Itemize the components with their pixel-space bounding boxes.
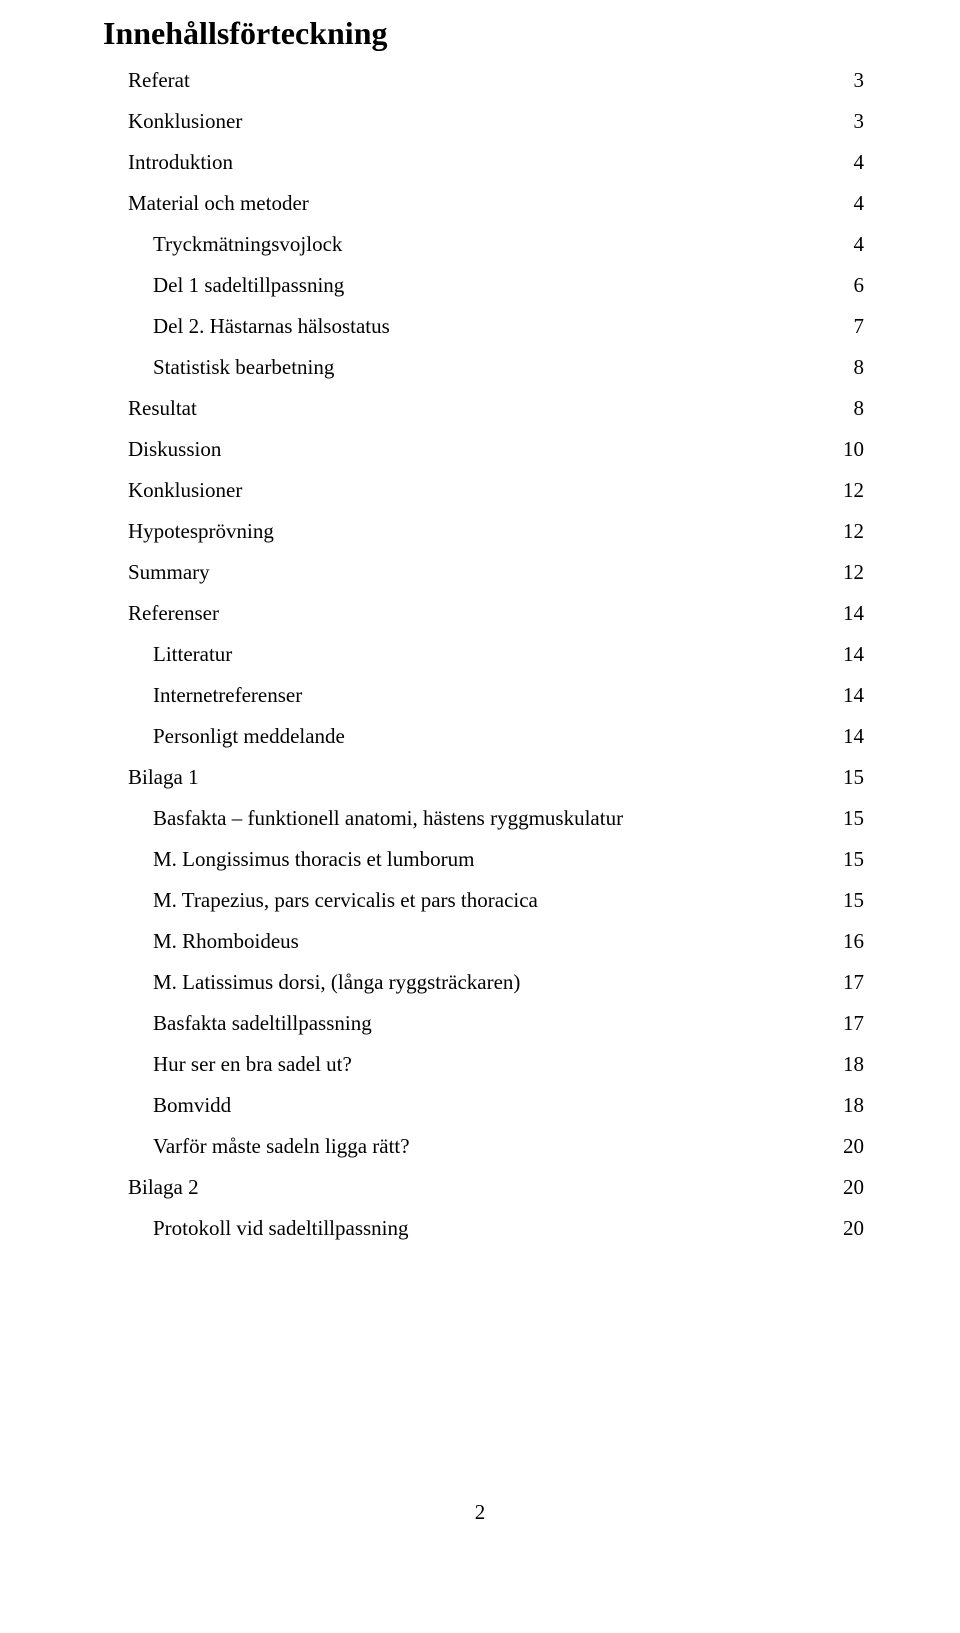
toc-entry-page: 14: [843, 726, 864, 747]
toc-entry-page: 3: [854, 111, 865, 132]
toc-entry-page: 17: [843, 972, 864, 993]
toc-entry-label: Tryckmätningsvojlock: [153, 234, 342, 255]
toc-entry-label: Del 2. Hästarnas hälsostatus: [153, 316, 390, 337]
page-container: Innehållsförteckning Referat3Konklusione…: [0, 0, 960, 1239]
toc-entry-label: M. Trapezius, pars cervicalis et pars th…: [153, 890, 538, 911]
toc-entry: Konklusioner 12: [103, 480, 864, 501]
toc-entry-page: 4: [854, 234, 865, 255]
toc-entry: Basfakta sadeltillpassning 17: [103, 1013, 864, 1034]
toc-entry-label: Personligt meddelande: [153, 726, 345, 747]
page-number: 2: [0, 1500, 960, 1525]
toc-entry-page: 15: [843, 767, 864, 788]
toc-entry-label: Bomvidd: [153, 1095, 231, 1116]
toc-entry: Internetreferenser 14: [103, 685, 864, 706]
toc-entry: Tryckmätningsvojlock 4: [103, 234, 864, 255]
toc-entry-page: 16: [843, 931, 864, 952]
toc-entry-page: 15: [843, 890, 864, 911]
toc-entry: Protokoll vid sadeltillpassning 20: [103, 1218, 864, 1239]
toc-entry-label: Bilaga 1: [128, 767, 199, 788]
toc-entry: Konklusioner 3: [103, 111, 864, 132]
toc-entry-label: Introduktion: [128, 152, 233, 173]
toc-entry-page: 17: [843, 1013, 864, 1034]
toc-entry: Bilaga 2 20: [103, 1177, 864, 1198]
toc-entry-label: Resultat: [128, 398, 197, 419]
toc-entry: Resultat 8: [103, 398, 864, 419]
toc-entry: Hypotesprövning 12: [103, 521, 864, 542]
toc-entry-page: 10: [843, 439, 864, 460]
toc-entry: Material och metoder 4: [103, 193, 864, 214]
toc-entry-label: Material och metoder: [128, 193, 309, 214]
toc-entry: Del 2. Hästarnas hälsostatus 7: [103, 316, 864, 337]
toc-entry-page: 18: [843, 1095, 864, 1116]
toc-entry-label: M. Longissimus thoracis et lumborum: [153, 849, 474, 870]
toc-entry-page: 20: [843, 1177, 864, 1198]
toc-entry: Summary 12: [103, 562, 864, 583]
toc-entry: Diskussion 10: [103, 439, 864, 460]
toc-entry-page: 14: [843, 685, 864, 706]
toc-entry-label: Protokoll vid sadeltillpassning: [153, 1218, 409, 1239]
toc-entry: Litteratur 14: [103, 644, 864, 665]
toc-entry-page: 12: [843, 521, 864, 542]
toc-entry-page: 6: [854, 275, 865, 296]
toc-entry: M. Trapezius, pars cervicalis et pars th…: [103, 890, 864, 911]
toc-entry-label: Summary: [128, 562, 210, 583]
toc-entry-label: Referat: [128, 70, 190, 91]
toc-entry: Statistisk bearbetning 8: [103, 357, 864, 378]
toc-entry-label: Konklusioner: [128, 111, 242, 132]
toc-entry-label: Basfakta – funktionell anatomi, hästens …: [153, 808, 623, 829]
toc-entry: Basfakta – funktionell anatomi, hästens …: [103, 808, 864, 829]
toc-entry-page: 15: [843, 849, 864, 870]
toc-list: Referat3Konklusioner3Introduktion4Materi…: [103, 70, 864, 1239]
toc-entry-label: Hypotesprövning: [128, 521, 274, 542]
toc-entry-page: 12: [843, 480, 864, 501]
toc-entry-page: 3: [854, 70, 865, 91]
toc-entry-page: 15: [843, 808, 864, 829]
toc-entry: Referat 3: [103, 70, 864, 91]
toc-entry-label: Statistisk bearbetning: [153, 357, 334, 378]
toc-entry: Hur ser en bra sadel ut? 18: [103, 1054, 864, 1075]
toc-entry-page: 12: [843, 562, 864, 583]
toc-entry-label: Konklusioner: [128, 480, 242, 501]
toc-entry-label: Hur ser en bra sadel ut?: [153, 1054, 352, 1075]
toc-entry-page: 14: [843, 644, 864, 665]
toc-entry: Bomvidd 18: [103, 1095, 864, 1116]
toc-entry: Varför måste sadeln ligga rätt? 20: [103, 1136, 864, 1157]
toc-entry-label: Referenser: [128, 603, 219, 624]
toc-entry: Referenser 14: [103, 603, 864, 624]
toc-title: Innehållsförteckning: [103, 14, 864, 52]
toc-entry-page: 14: [843, 603, 864, 624]
toc-entry-page: 18: [843, 1054, 864, 1075]
toc-entry-label: Internetreferenser: [153, 685, 302, 706]
toc-entry: M. Longissimus thoracis et lumborum 15: [103, 849, 864, 870]
toc-entry-label: Diskussion: [128, 439, 221, 460]
toc-entry-label: Del 1 sadeltillpassning: [153, 275, 344, 296]
toc-entry-label: Bilaga 2: [128, 1177, 199, 1198]
toc-entry: Bilaga 1 15: [103, 767, 864, 788]
toc-entry-label: M. Rhomboideus: [153, 931, 299, 952]
toc-entry: M. Rhomboideus 16: [103, 931, 864, 952]
toc-entry-label: Basfakta sadeltillpassning: [153, 1013, 372, 1034]
toc-entry-label: Varför måste sadeln ligga rätt?: [153, 1136, 410, 1157]
toc-entry-page: 4: [854, 152, 865, 173]
toc-entry: M. Latissimus dorsi, (långa ryggsträckar…: [103, 972, 864, 993]
toc-entry: Introduktion 4: [103, 152, 864, 173]
toc-entry-page: 20: [843, 1218, 864, 1239]
toc-entry-label: M. Latissimus dorsi, (långa ryggsträckar…: [153, 972, 520, 993]
toc-entry-page: 7: [854, 316, 865, 337]
toc-entry: Personligt meddelande 14: [103, 726, 864, 747]
toc-entry-page: 4: [854, 193, 865, 214]
toc-entry-page: 20: [843, 1136, 864, 1157]
toc-entry: Del 1 sadeltillpassning 6: [103, 275, 864, 296]
toc-entry-label: Litteratur: [153, 644, 232, 665]
toc-entry-page: 8: [854, 398, 865, 419]
toc-entry-page: 8: [854, 357, 865, 378]
